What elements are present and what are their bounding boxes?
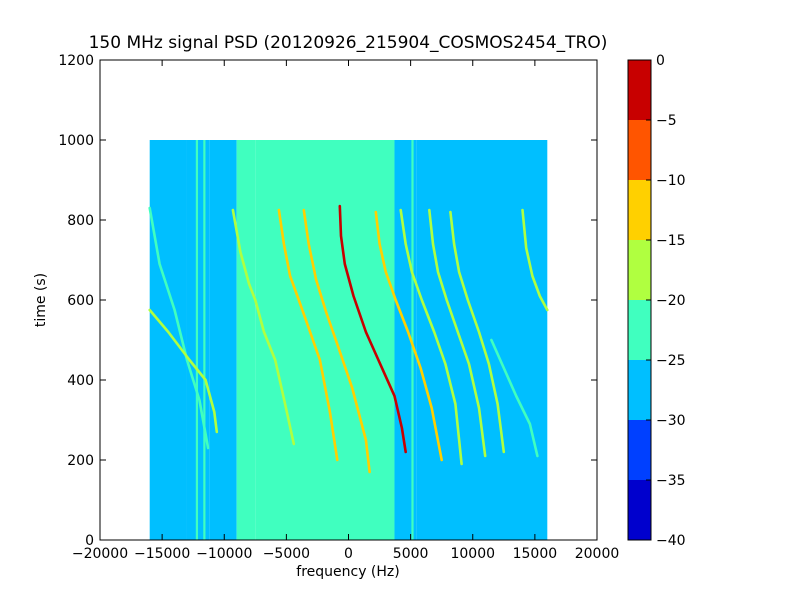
colorbar-segment	[628, 360, 651, 420]
y-axis: 0 200 400 600 800 1000 1200	[58, 53, 597, 549]
heatmap-band	[186, 140, 210, 540]
heatmap-band	[209, 140, 237, 540]
signal-trace	[338, 204, 408, 454]
colorbar-segment	[628, 60, 651, 120]
y-tick-label: 0	[85, 533, 94, 549]
heatmap-band	[255, 140, 395, 540]
signal-trace	[302, 208, 371, 474]
signal-trace	[490, 338, 539, 458]
signal-trace	[399, 208, 463, 466]
y-tick-label: 600	[67, 293, 94, 309]
x-tick-label: −20000	[72, 546, 128, 562]
colorbar-tick-label: −20	[656, 293, 686, 309]
colorbar-tick-label: −30	[656, 413, 686, 429]
colorbar-tick-label: −40	[656, 533, 686, 549]
y-tick-label: 400	[67, 373, 94, 389]
y-tick-label: 1200	[58, 53, 94, 69]
colorbar-segment	[628, 300, 651, 360]
chart-title: 150 MHz signal PSD (20120926_215904_COSM…	[89, 33, 608, 53]
y-tick-label: 200	[67, 453, 94, 469]
colorbar-segment	[628, 480, 651, 540]
x-tick-label: −10000	[196, 546, 252, 562]
signal-trace	[231, 208, 296, 446]
signal-trace	[449, 210, 506, 454]
colorbar-segment	[628, 420, 651, 480]
signal-trace	[277, 208, 339, 462]
x-tick-label: 15000	[513, 546, 558, 562]
heatmap-band	[394, 140, 417, 540]
colorbar-tick-label: −35	[656, 473, 686, 489]
colorbar-tick-label: −25	[656, 353, 686, 369]
y-tick-label: 800	[67, 213, 94, 229]
x-tick-label: −5000	[263, 546, 310, 562]
signal-trace	[148, 308, 219, 434]
heatmap-band	[236, 140, 256, 540]
x-axis-label: frequency (Hz)	[296, 564, 399, 580]
colorbar-segment	[628, 240, 651, 300]
colorbar-tick-label: −5	[656, 113, 677, 129]
signal-trace	[427, 208, 487, 458]
y-axis-label: time (s)	[33, 273, 49, 327]
x-tick-label: 10000	[450, 546, 495, 562]
signal-trace	[374, 210, 444, 462]
y-tick-label: 1000	[58, 133, 94, 149]
x-tick-label: 0	[344, 546, 353, 562]
colorbar: 0 −5 −10 −15 −20 −25 −30 −35 −40	[627, 53, 686, 549]
x-tick-label: 20000	[575, 546, 620, 562]
signal-trace	[521, 208, 549, 312]
colorbar-segment	[628, 120, 651, 180]
signal-trace	[148, 206, 210, 450]
x-tick-label: −15000	[134, 546, 190, 562]
colorbar-segment	[628, 180, 651, 240]
colorbar-tick-label: −15	[656, 233, 686, 249]
heatmap	[148, 140, 549, 540]
colorbar-tick-label: −10	[656, 173, 686, 189]
x-axis: −20000 −15000 −10000 −5000 0 5000 10000 15000 20…	[72, 60, 619, 562]
colorbar-tick-label: 0	[656, 53, 665, 69]
x-tick-label: 5000	[393, 546, 429, 562]
